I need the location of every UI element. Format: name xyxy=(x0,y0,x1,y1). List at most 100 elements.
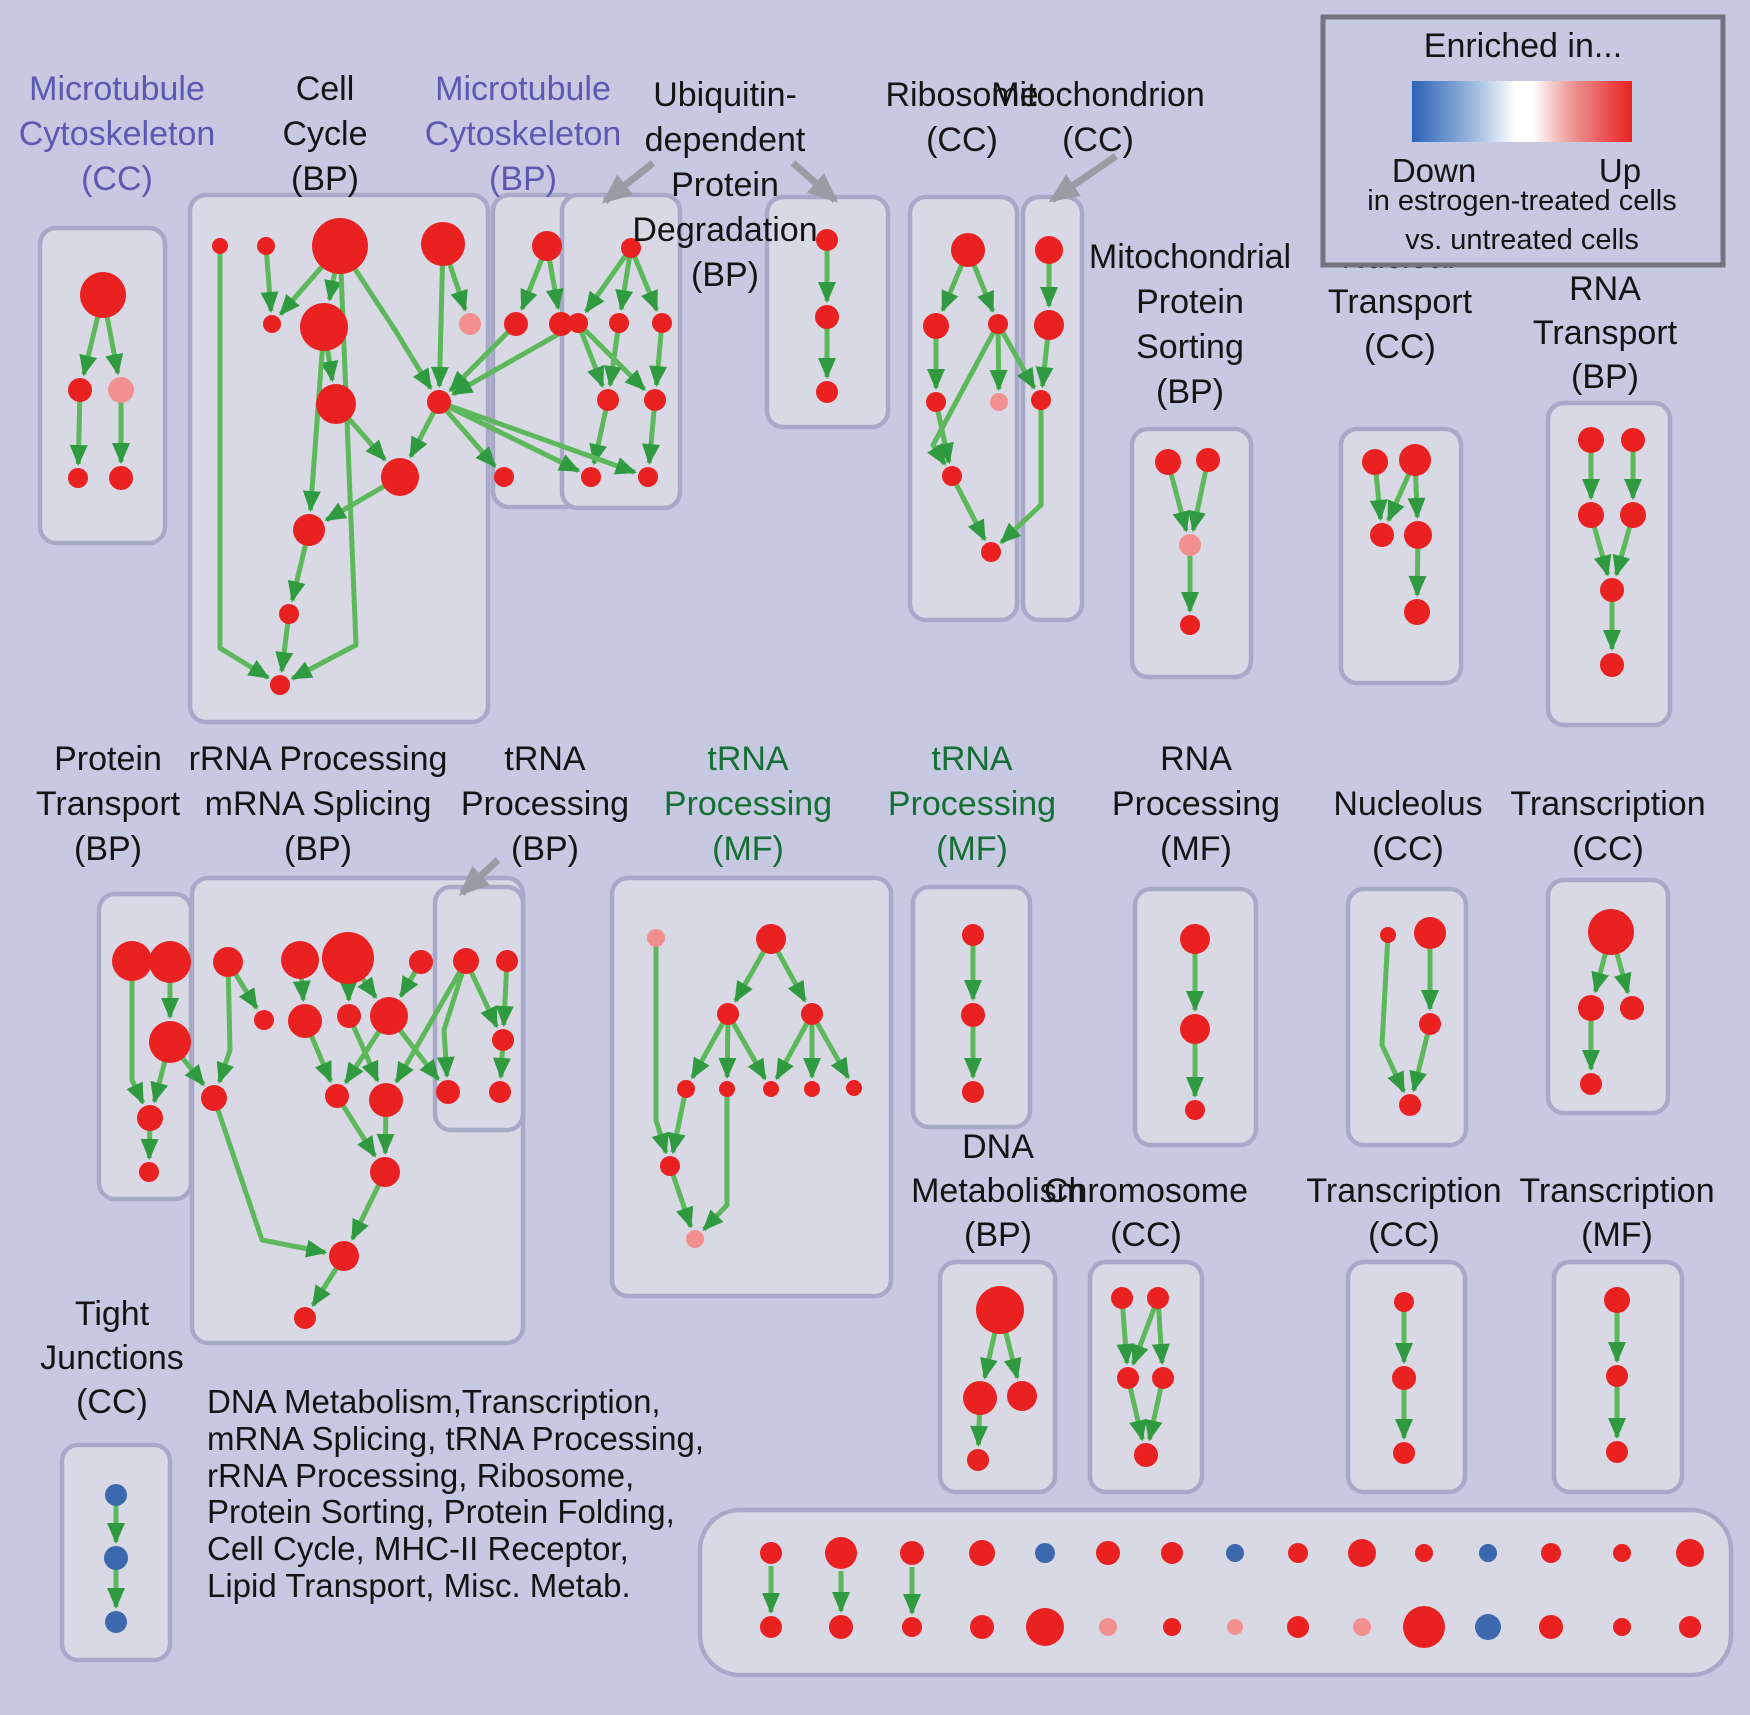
edge xyxy=(448,322,518,393)
node-misc-bottom-11 xyxy=(1475,1614,1501,1640)
node-nucleolus-tr xyxy=(1414,917,1446,949)
node-mt_bp-bt xyxy=(494,467,514,487)
cluster-box-misc-terms xyxy=(697,1507,1734,1678)
node-misc-top-6 xyxy=(1161,1542,1183,1564)
node-mito-m xyxy=(1034,310,1064,340)
node-trmf_big-s4 xyxy=(804,1081,820,1097)
cluster-label-rrna: rRNA Processing mRNA Splicing (BP) xyxy=(189,740,448,868)
node-trmf_big-s5 xyxy=(846,1080,862,1096)
edge xyxy=(394,959,469,1084)
node-rrna-r5 xyxy=(254,1010,274,1030)
node-cell_cycle-b xyxy=(257,237,275,255)
edge xyxy=(690,1012,731,1080)
edge xyxy=(260,245,279,314)
node-cell_cycle-d xyxy=(421,222,465,266)
node-rna_trans-bt xyxy=(1600,653,1624,677)
node-trans_cc_mid-bt xyxy=(1580,1073,1602,1095)
edge xyxy=(337,244,433,391)
node-misc-bottom-8 xyxy=(1287,1616,1309,1638)
node-nuc_trans-tr xyxy=(1399,444,1431,476)
node-mt_cc-c xyxy=(108,377,134,403)
node-nucleolus-mr xyxy=(1419,1013,1441,1035)
node-ub2-b xyxy=(816,381,838,403)
edge xyxy=(216,961,234,1084)
node-ub1-b1 xyxy=(581,467,601,487)
cluster-box-nucleolus xyxy=(1345,886,1469,1148)
cluster-label-prot_trans: Protein Transport (BP) xyxy=(36,740,181,868)
node-rrna-r14 xyxy=(294,1307,316,1329)
edge xyxy=(436,960,469,1079)
legend-gradient-bar xyxy=(1412,81,1632,142)
cluster-label-mito: Mitochondrion (CC) xyxy=(991,76,1205,159)
edge xyxy=(584,246,634,314)
node-mito_sort-tr xyxy=(1196,448,1220,472)
node-dna_metab-big xyxy=(976,1286,1024,1334)
node-cell_cycle-k xyxy=(293,514,325,546)
cluster-label-trmf_big: tRNA Processing (MF) xyxy=(664,740,832,868)
node-mito-s xyxy=(1031,390,1051,410)
node-misc-top-12 xyxy=(1541,1543,1561,1563)
node-ub1-m1 xyxy=(568,313,588,333)
cluster-label-trans_cc_bot: Transcription (CC) xyxy=(1306,1172,1501,1254)
edge xyxy=(649,322,668,388)
edge xyxy=(437,399,581,474)
edge xyxy=(302,326,327,513)
node-chromosome-tr xyxy=(1147,1287,1169,1309)
ubiquitin-left-pointer-icon xyxy=(601,160,656,204)
node-trans_mf-t xyxy=(1604,1287,1630,1313)
node-rna_trans-ml xyxy=(1578,502,1604,528)
cluster-label-mt_bp: Microtubule Cytoskeleton (BP) xyxy=(425,70,622,198)
cluster-box-trans_cc_mid xyxy=(1545,877,1671,1116)
node-misc-bottom-3 xyxy=(970,1615,994,1639)
node-ribosome-bb xyxy=(981,542,1001,562)
node-cell_cycle-e xyxy=(263,315,281,333)
node-misc-top-14 xyxy=(1676,1539,1704,1567)
edge xyxy=(615,247,634,312)
node-nuc_trans-bt xyxy=(1404,599,1430,625)
node-ub1-b2 xyxy=(638,467,658,487)
node-mito_sort-pk xyxy=(1179,534,1201,556)
edge xyxy=(437,400,497,469)
edge xyxy=(651,938,670,1155)
edge xyxy=(576,321,647,392)
node-rna_proc-b xyxy=(1185,1100,1205,1120)
node-chromosome-bt xyxy=(1134,1443,1158,1467)
cluster-label-ub1: Ubiquitin-dependent Protein Degradation (BP… xyxy=(632,76,817,294)
node-mt_bp-ml xyxy=(504,312,528,336)
node-misc-top-4 xyxy=(1035,1543,1055,1563)
note-line: mRNA Splicing, tRNA Processing, xyxy=(207,1420,704,1457)
node-trans_cc_bot-m xyxy=(1392,1366,1416,1390)
node-rrna-r13 xyxy=(329,1241,359,1271)
labels: Microtubule Cytoskeleton (CC) Cell Cycle (BP)… xyxy=(19,70,1715,1604)
node-prot_trans-p4 xyxy=(137,1105,163,1131)
edge xyxy=(1409,1023,1433,1093)
node-rrna-r6 xyxy=(288,1004,322,1038)
node-chromosome-ml xyxy=(1117,1367,1139,1389)
node-misc-bottom-14 xyxy=(1679,1616,1701,1638)
node-misc-top-8 xyxy=(1288,1543,1308,1563)
edge xyxy=(69,389,88,467)
node-rna_trans-mid xyxy=(1600,578,1624,602)
node-mt_cc-e xyxy=(109,466,133,490)
cluster-label-chromosome: Chromosome (CC) xyxy=(1044,1172,1248,1254)
node-misc-bottom-12 xyxy=(1539,1615,1563,1639)
node-chromosome-tl xyxy=(1111,1287,1133,1309)
note-line: DNA Metabolism,Transcription, xyxy=(207,1383,661,1420)
legend-subtitle-1: in estrogen-treated cells xyxy=(1367,185,1677,217)
node-cell_cycle-l xyxy=(279,604,299,624)
node-trans_cc_mid-big xyxy=(1588,909,1634,955)
node-ub1-m3 xyxy=(652,313,672,333)
cluster-label-mito_sort: Mitochondrial Protein Sorting (BP) xyxy=(1089,238,1291,411)
node-misc-bottom-7 xyxy=(1227,1619,1243,1635)
node-ub2-m xyxy=(815,305,839,329)
node-trans_cc_mid-ml xyxy=(1578,995,1604,1021)
edge xyxy=(774,1012,815,1081)
node-cell_cycle-a xyxy=(212,238,228,254)
node-tight_junctions-b xyxy=(105,1611,127,1633)
node-trans_cc_bot-b xyxy=(1393,1442,1415,1464)
node-nuc_trans-tl xyxy=(1362,449,1388,475)
edge xyxy=(702,1089,730,1232)
legend-up-label: Up xyxy=(1599,152,1641,189)
node-rrna-r9 xyxy=(201,1085,227,1111)
node-rrna-r10 xyxy=(325,1084,349,1108)
